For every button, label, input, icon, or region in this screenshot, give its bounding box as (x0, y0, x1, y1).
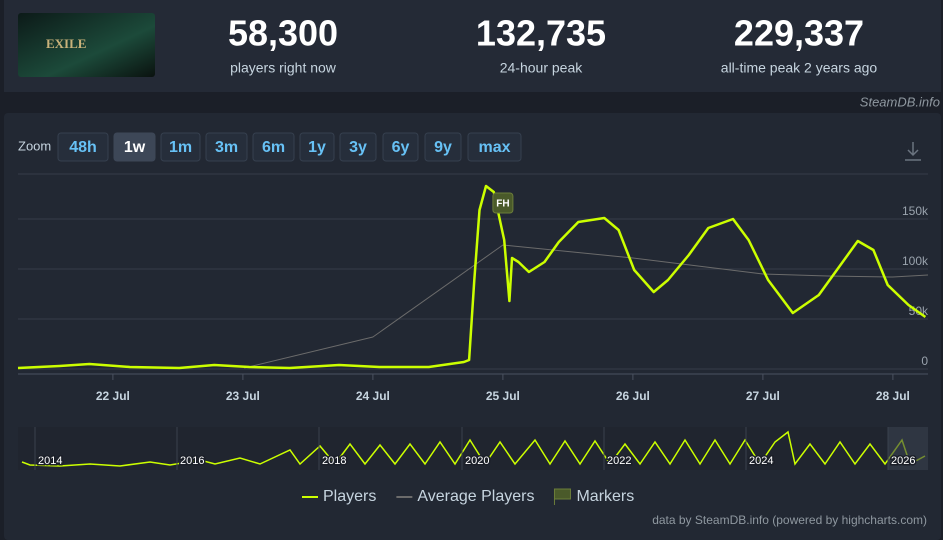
y-tick-label: 100k (902, 254, 929, 268)
zoom-button-label[interactable]: 6m (262, 139, 285, 156)
zoom-button[interactable] (113, 132, 156, 162)
navigator (18, 427, 928, 470)
navigator-label: 2022 (607, 455, 631, 467)
header-panel (4, 0, 941, 92)
y-tick-label: 0 (921, 354, 928, 368)
x-tick-label: 27 Jul (746, 389, 780, 403)
zoom-button[interactable] (382, 132, 419, 162)
download-icon[interactable] (905, 142, 921, 161)
navigator-label: 2024 (749, 455, 773, 467)
credit: data by SteamDB.info (powered by highcha… (652, 513, 927, 527)
x-tick-label: 24 Jul (356, 389, 390, 403)
legend-label[interactable]: Players (323, 488, 376, 505)
zoom-button-label[interactable]: 6y (392, 139, 410, 156)
series-line (17, 184, 927, 370)
series-line (244, 244, 929, 369)
legend-label[interactable]: Markers (576, 488, 634, 505)
zoom-button[interactable] (57, 132, 109, 162)
x-tick-label: 28 Jul (876, 389, 910, 403)
legend-swatch[interactable] (553, 488, 571, 505)
navigator-label: 2014 (38, 455, 62, 467)
stat-label: players right now (230, 60, 337, 76)
y-tick-label: 150k (902, 204, 929, 218)
source-link[interactable]: SteamDB.info (860, 94, 940, 109)
navigator-label: 2016 (180, 455, 204, 467)
stat-value: 229,337 (734, 13, 864, 54)
navigator-label: 2018 (322, 455, 346, 467)
navigator-label: 2020 (465, 455, 489, 467)
game-image (18, 13, 155, 77)
zoom-button[interactable] (299, 132, 335, 162)
zoom-label: Zoom (18, 138, 51, 153)
legend-label[interactable]: Average Players (417, 488, 534, 505)
game-logo: EXILE (46, 36, 86, 51)
navigator-window[interactable] (888, 427, 928, 470)
x-tick-label: 22 Jul (96, 389, 130, 403)
zoom-button[interactable] (339, 132, 377, 162)
zoom-button[interactable] (467, 132, 522, 162)
zoom-button-label[interactable]: 1y (308, 139, 326, 156)
zoom-button[interactable] (160, 132, 201, 162)
navigator-label: 2026 (891, 455, 915, 467)
stat-value: 132,735 (476, 13, 606, 54)
event-marker-label: FH (496, 199, 509, 210)
x-tick-label: 26 Jul (616, 389, 650, 403)
navigator-area (18, 427, 928, 470)
zoom-button-label[interactable]: 3m (215, 139, 238, 156)
zoom-button-label[interactable]: 3y (349, 139, 367, 156)
zoom-button[interactable] (252, 132, 295, 162)
x-tick-label: 25 Jul (486, 389, 520, 403)
zoom-button-label[interactable]: 48h (69, 139, 97, 156)
navigator-line (21, 430, 926, 467)
zoom-button[interactable] (424, 132, 462, 162)
event-marker[interactable] (492, 192, 514, 214)
stat-value: 58,300 (228, 13, 338, 54)
x-tick-label: 23 Jul (226, 389, 260, 403)
zoom-button-label[interactable]: 9y (434, 139, 452, 156)
zoom-button[interactable] (205, 132, 248, 162)
stat-label: 24-hour peak (500, 60, 584, 76)
zoom-button-label[interactable]: 1w (124, 139, 146, 156)
stat-label: all-time peak 2 years ago (721, 60, 878, 76)
zoom-button-label[interactable]: max (478, 139, 510, 156)
zoom-button-label[interactable]: 1m (169, 139, 192, 156)
